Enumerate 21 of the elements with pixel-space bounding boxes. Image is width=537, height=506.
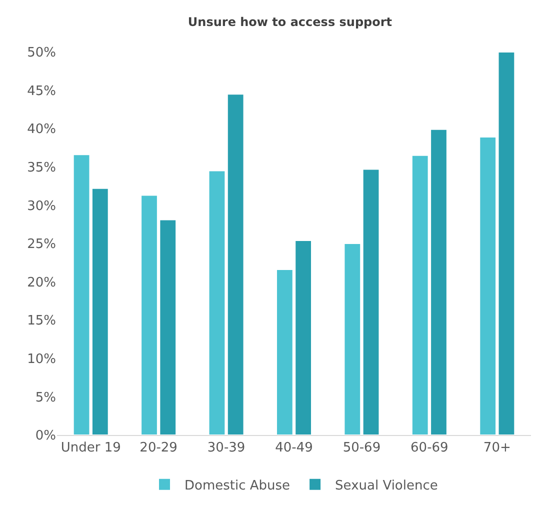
x-tick-label: Under 19 — [60, 440, 121, 456]
x-tick-label: 50-69 — [342, 440, 381, 456]
y-tick-label: 10% — [27, 352, 56, 367]
legend-label: Domestic Abuse — [184, 478, 290, 494]
x-tick-label: 40-49 — [275, 440, 313, 456]
y-tick-label: 30% — [27, 198, 56, 214]
x-tick-label: 30-39 — [207, 440, 246, 456]
y-tick-label: 25% — [27, 237, 56, 252]
y-tick-label: 0% — [35, 428, 56, 444]
y-tick-label: 45% — [27, 84, 56, 99]
chart-title: Unsure how to access support — [188, 15, 392, 30]
y-tick-label: 5% — [35, 390, 56, 406]
legend-label: Sexual Violence — [335, 478, 438, 494]
y-tick-label: 35% — [27, 160, 56, 176]
y-tick-label: 20% — [27, 275, 56, 290]
y-tick-label: 40% — [27, 122, 56, 138]
x-tick-label: 20-29 — [140, 440, 178, 456]
x-tick-label: 60-69 — [410, 440, 448, 456]
x-tick-label: 70+ — [483, 440, 511, 456]
y-tick-label: 15% — [27, 314, 56, 329]
y-tick-label: 50% — [27, 46, 56, 61]
